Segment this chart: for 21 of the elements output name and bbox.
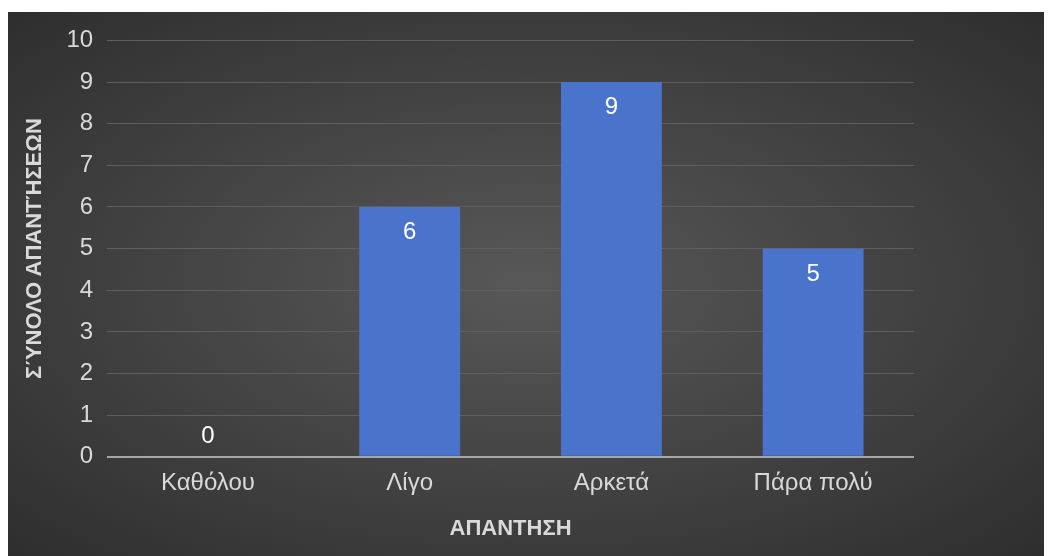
y-tick-label: 8 xyxy=(79,108,94,136)
y-tick-label: 4 xyxy=(79,274,94,302)
y-axis-title: ΣΎΝΟΛΟ ΑΠΑΝΤΉΣΕΩΝ xyxy=(21,118,47,380)
data-label: 5 xyxy=(806,258,820,286)
x-tick-label: Λίγο xyxy=(386,467,434,495)
x-tick-label: Πάρα πολύ xyxy=(753,467,873,495)
data-label: 6 xyxy=(403,216,417,244)
data-label: 0 xyxy=(201,420,215,448)
y-tick-label: 1 xyxy=(79,399,94,427)
x-tick-label: Καθόλου xyxy=(160,467,255,495)
y-tick-label: 3 xyxy=(79,316,94,344)
y-tick-label: 0 xyxy=(79,441,94,469)
y-tick-label: 5 xyxy=(79,233,94,261)
y-tick-label: 10 xyxy=(66,25,94,53)
y-tick-label: 6 xyxy=(79,191,94,219)
x-tick-label: Αρκετά xyxy=(573,467,650,495)
data-label: 9 xyxy=(604,92,619,120)
y-tick-label: 9 xyxy=(79,66,94,94)
x-axis-title: ΑΠΑΝΤΗΣΗ xyxy=(449,514,572,540)
y-tick-label: 2 xyxy=(79,358,94,386)
y-tick-label: 7 xyxy=(79,149,94,177)
